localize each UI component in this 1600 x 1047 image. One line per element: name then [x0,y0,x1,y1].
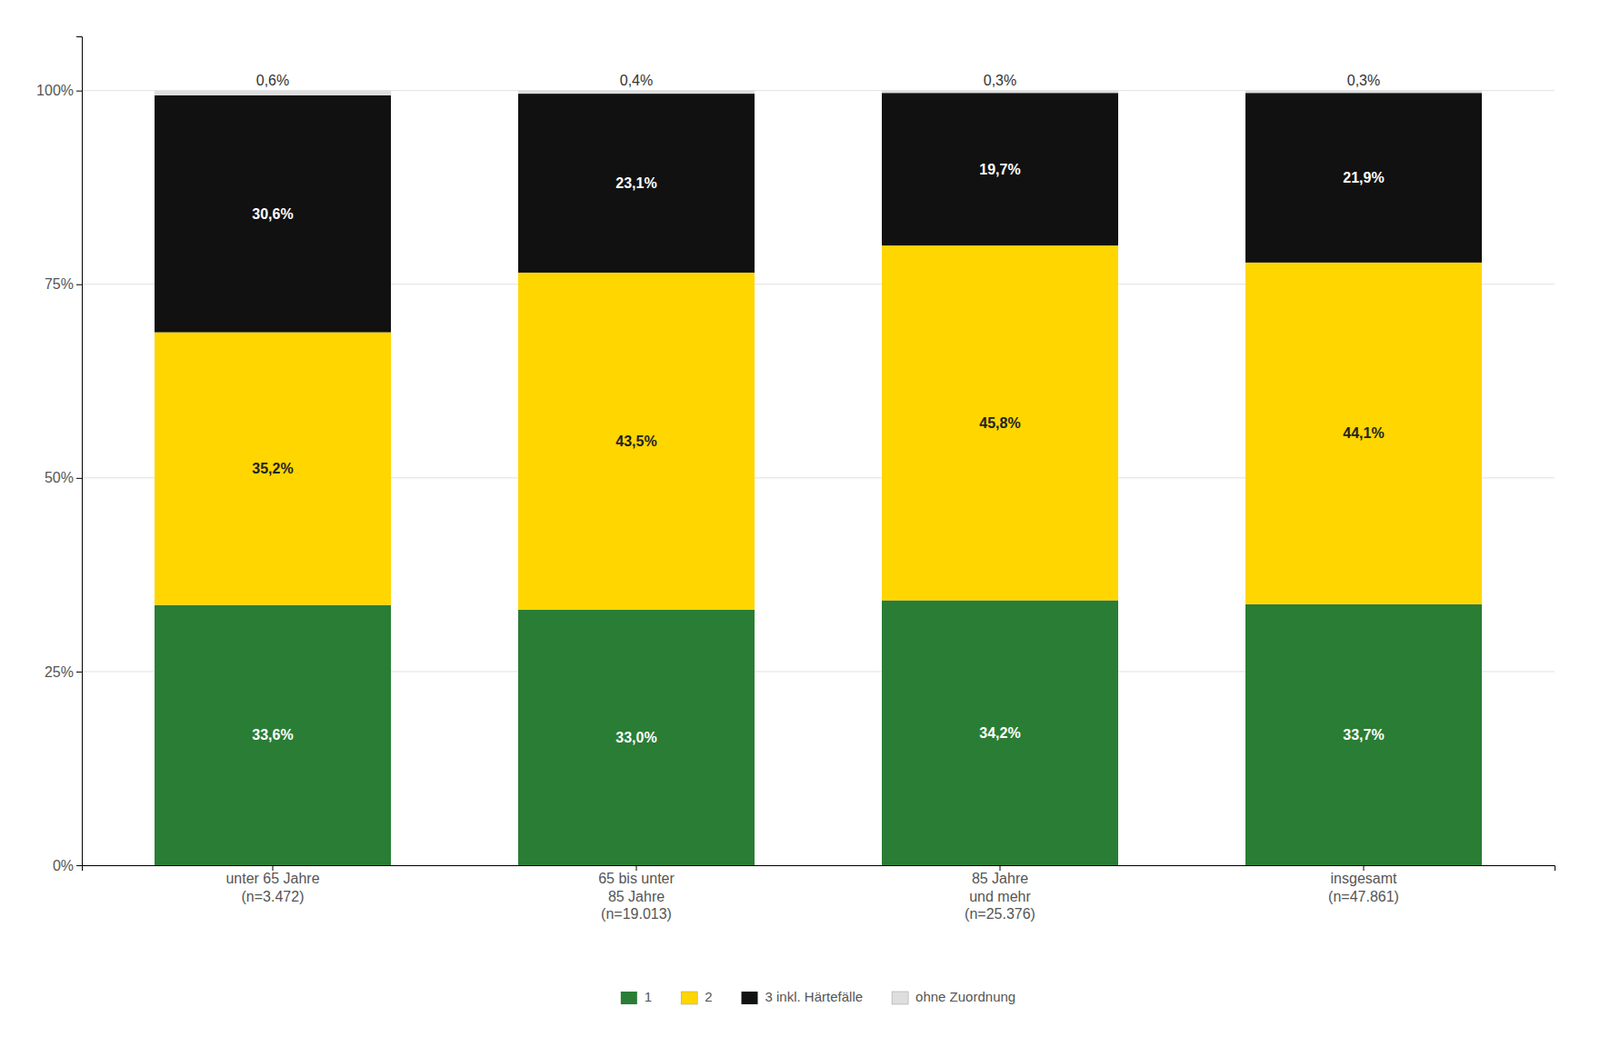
legend-label: 2 [704,989,712,1005]
tick-label: 65 bis unter85 Jahre(n=19.013) [598,870,675,921]
x-tick: insgesamt(n=47.861) [1328,865,1400,905]
x-tick: 85 Jahreund mehr(n=25.376) [964,865,1036,922]
tick-label: 85 Jahreund mehr(n=25.376) [964,870,1036,921]
bar [154,605,391,866]
tick-mark [76,478,82,480]
tick-mark [76,90,82,92]
y-tick: 25% [44,664,82,680]
legend-swatch [680,991,698,1005]
data-labels: 33,6% 33,0% 34,2% 33,7% 35,2% 43,5% 45,8% 44,1%… [251,72,1384,746]
data-label: 35,2% [251,460,293,477]
data-label: 44,1% [1342,425,1384,441]
data-label: 19,7% [979,161,1020,178]
bar [518,610,755,866]
bars [154,90,1482,866]
bar [881,92,1119,246]
data-label: 0,3% [1347,72,1380,89]
bar [881,600,1119,866]
grid [81,90,1555,866]
data-label: 21,9% [1342,170,1384,186]
tick-label: 25% [44,664,74,680]
bar-series [154,92,1482,332]
tick-label: 0% [52,858,74,874]
tick-mark [636,865,638,871]
tick-mark [76,284,82,286]
bar [881,90,1119,94]
y-tick: 0% [52,858,82,874]
tick-label: insgesamt(n=47.861) [1328,870,1400,904]
legend-label: ohne Zuordnung [915,989,1016,1005]
legend-item: 2 [680,989,712,1005]
legend-swatch [891,991,909,1005]
data-label: 33,0% [615,730,657,746]
data-label: 33,7% [1342,727,1384,743]
y-tick: 50% [44,470,82,486]
tick-mark [76,865,82,867]
bar-series [154,90,1482,96]
x-tick: unter 65 Jahre(n=3.472) [225,865,320,905]
x-axis: unter 65 Jahre(n=3.472) 65 bis unter85 Ja… [82,865,1556,922]
bar-series [154,600,1482,866]
legend-item: ohne Zuordnung [891,989,1016,1005]
data-label: 0,6% [256,72,290,89]
bar [154,90,391,96]
tick-mark [1000,865,1001,871]
legend-item: 1 [620,989,652,1005]
x-tick: 65 bis unter85 Jahre(n=19.013) [598,865,675,922]
y-tick: 100% [36,82,82,99]
data-label: 43,5% [615,433,657,450]
bar [1245,92,1482,263]
data-label: 33,6% [251,727,293,743]
legend-item: 3 inkl. Härtefälle [741,989,864,1005]
legend-swatch [620,991,638,1005]
bar [154,332,391,606]
bar [1245,262,1482,605]
data-label: 45,8% [979,415,1020,431]
bar [154,95,391,333]
tick-mark [1363,865,1365,871]
legend-label: 1 [644,989,652,1005]
axis-line [76,37,83,867]
bar [881,245,1119,600]
tick-mark [272,865,274,871]
bar [518,90,755,94]
legend-swatch [741,991,759,1005]
y-axis: 0% 25% 50% 75% 100% [36,37,82,874]
data-label: 23,1% [615,175,657,191]
data-label: 0,4% [620,72,653,89]
data-label: 34,2% [979,725,1020,741]
tick-label: 50% [44,470,74,486]
bar [518,272,755,610]
tick-mark [76,671,82,673]
chart: 33,6% 33,0% 34,2% 33,7% 35,2% 43,5% 45,8% 44,1%… [0,0,1600,1047]
bar [1245,90,1482,94]
legend-label: 3 inkl. Härtefälle [765,989,864,1005]
tick-label: 75% [44,276,74,292]
y-tick: 75% [44,276,82,292]
bar [1245,604,1482,866]
axis-line [82,866,1556,872]
bar [518,93,755,273]
legend: 1 2 3 inkl. Härtefälle ohne Zuordnung [620,989,1016,1005]
tick-label: 100% [36,82,74,99]
data-label: 30,6% [251,206,293,222]
data-label: 0,3% [983,72,1017,89]
tick-label: unter 65 Jahre(n=3.472) [225,870,320,904]
